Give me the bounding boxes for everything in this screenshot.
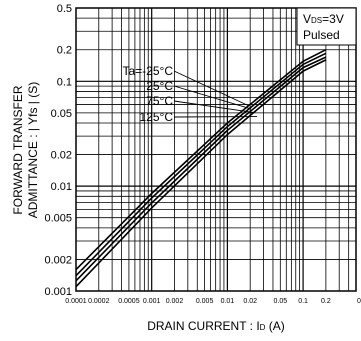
y-tick-label: 0.005 bbox=[44, 213, 72, 225]
x-tick-label: 0.001 bbox=[143, 298, 161, 305]
series-label: 25°C bbox=[146, 79, 173, 93]
y-tick-label: 0.2 bbox=[57, 45, 72, 57]
y-tick-label: 0.001 bbox=[44, 286, 72, 298]
x-tick-label: 0.01 bbox=[221, 298, 235, 305]
x-tick-label-cut: 0. bbox=[357, 298, 361, 305]
y-axis-title-line2: ADMITTANCE : | Yfs | (S) bbox=[26, 82, 40, 218]
curves-group bbox=[75, 48, 327, 288]
x-tick-label: 0.05 bbox=[273, 298, 287, 305]
x-tick-label: 0.1 bbox=[298, 298, 308, 305]
y-tick-label: 0.002 bbox=[44, 254, 72, 266]
x-tick-label: 0.2 bbox=[321, 298, 331, 305]
series-line bbox=[75, 52, 327, 277]
series-label: 125°C bbox=[140, 110, 174, 124]
legend-box: VDS=3V Pulsed bbox=[296, 7, 357, 46]
y-tick-label: 0.02 bbox=[51, 150, 72, 162]
plot-frame bbox=[75, 7, 357, 292]
legend-line2: Pulsed bbox=[303, 28, 340, 42]
x-tick-label: 0.0001 bbox=[65, 298, 87, 305]
x-tick-label: 0.02 bbox=[243, 298, 257, 305]
y-tick-label: 0.01 bbox=[51, 181, 72, 193]
x-tick-labels: 0.0001 0.0002 0.0005 0.001 0.002 0.005 0.01 0.0… bbox=[65, 298, 361, 305]
y-tick-labels: 0.5 0.2 0.1 0.05 0.02 0.01 0.005 0.002 0.001 bbox=[44, 3, 72, 298]
series-line bbox=[75, 59, 327, 288]
grid-lines bbox=[76, 8, 356, 291]
x-tick-label: 0.005 bbox=[196, 298, 214, 305]
series-label: 75°C bbox=[146, 94, 173, 108]
legend-line1: VDS=3V bbox=[303, 12, 344, 26]
series-line bbox=[75, 56, 327, 282]
series-label-leader bbox=[173, 85, 252, 110]
series-label-leader bbox=[173, 100, 255, 114]
x-tick-label: 0.0005 bbox=[118, 298, 140, 305]
x-tick-label: 0.002 bbox=[166, 298, 184, 305]
series-line bbox=[75, 48, 327, 271]
x-tick-label: 0.0002 bbox=[88, 298, 110, 305]
series-label-leader bbox=[173, 70, 249, 106]
curve-label-leaders bbox=[173, 70, 258, 118]
curve-labels: Ta=-25°C25°C75°C 125°C bbox=[123, 64, 174, 124]
series-label: Ta=-25°C bbox=[123, 64, 174, 78]
y-axis-title-line1: FORWARD TRANSFER bbox=[11, 85, 25, 214]
x-axis-title: DRAIN CURRENT : ID (A) bbox=[147, 319, 285, 333]
y-tick-label: 0.05 bbox=[51, 108, 72, 120]
y-tick-label: 0.1 bbox=[57, 76, 72, 88]
y-tick-label: 0.5 bbox=[57, 3, 72, 15]
